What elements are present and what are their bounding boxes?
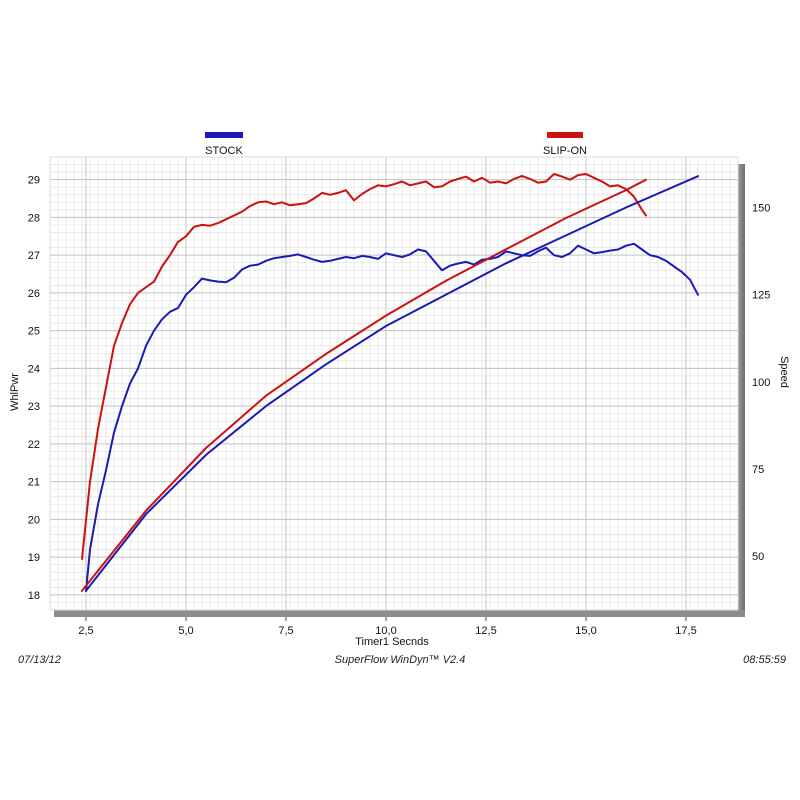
x-tick-label: 17,5 [675, 625, 696, 637]
y-left-tick-label: 21 [28, 477, 40, 489]
footer-software: SuperFlow WinDyn™ V2.4 [334, 654, 466, 666]
series-line-stock-speed [85, 175, 699, 592]
series-line-stock-power [85, 242, 699, 593]
y-left-tick-label: 24 [28, 363, 40, 375]
plot-shadow-right [738, 164, 745, 616]
x-tick-label: 10,0 [375, 625, 396, 637]
legend-swatch-slip-on [547, 132, 583, 138]
y-left-tick-label: 28 [28, 212, 40, 224]
y-axis-title-right: Speed [778, 356, 790, 388]
y-right-tick-label: 100 [752, 377, 770, 389]
x-tick-label: 15,0 [575, 625, 596, 637]
y-right-tick-label: 75 [752, 464, 764, 476]
x-axis-title: Timer1 Secnds [355, 636, 429, 648]
y-left-tick-label: 25 [28, 326, 40, 338]
y-left-tick-label: 22 [28, 439, 40, 451]
y-left-tick-label: 20 [28, 514, 40, 526]
y-right-tick-label: 125 [752, 290, 770, 302]
y-left-tick-label: 29 [28, 175, 40, 187]
y-right-tick-label: 50 [752, 551, 764, 563]
y-axis-title-left: WhlPwr [9, 373, 21, 411]
y-left-tick-label: 27 [28, 250, 40, 262]
x-tick-label: 12,5 [475, 625, 496, 637]
x-tick-label: 2,5 [78, 625, 93, 637]
grid [49, 156, 739, 611]
legend: STOCK SLIP-ON [205, 132, 587, 157]
footer-date: 07/13/12 [18, 654, 61, 666]
y-right-tick-label: 150 [752, 203, 770, 215]
y-left-tick-label: 18 [28, 590, 40, 602]
series-line-slip-on-power [81, 173, 647, 560]
legend-swatch-stock [205, 132, 243, 138]
footer-time: 08:55:59 [743, 654, 786, 666]
axes: 2,5 5,0 7,5 10,0 12,5 15,0 17,5 18 19 20 21 22 23 24 2… [28, 175, 771, 637]
data-series [81, 173, 699, 593]
y-left-tick-label: 23 [28, 401, 40, 413]
y-left-tick-label: 26 [28, 288, 40, 300]
plot-shadow-bottom [54, 610, 745, 617]
y-left-tick-label: 19 [28, 552, 40, 564]
x-tick-label: 5,0 [178, 625, 193, 637]
x-tick-label: 7,5 [278, 625, 293, 637]
series-line-slip-on-speed [81, 178, 647, 592]
legend-label-slip-on: SLIP-ON [543, 145, 587, 157]
legend-label-stock: STOCK [205, 145, 243, 157]
